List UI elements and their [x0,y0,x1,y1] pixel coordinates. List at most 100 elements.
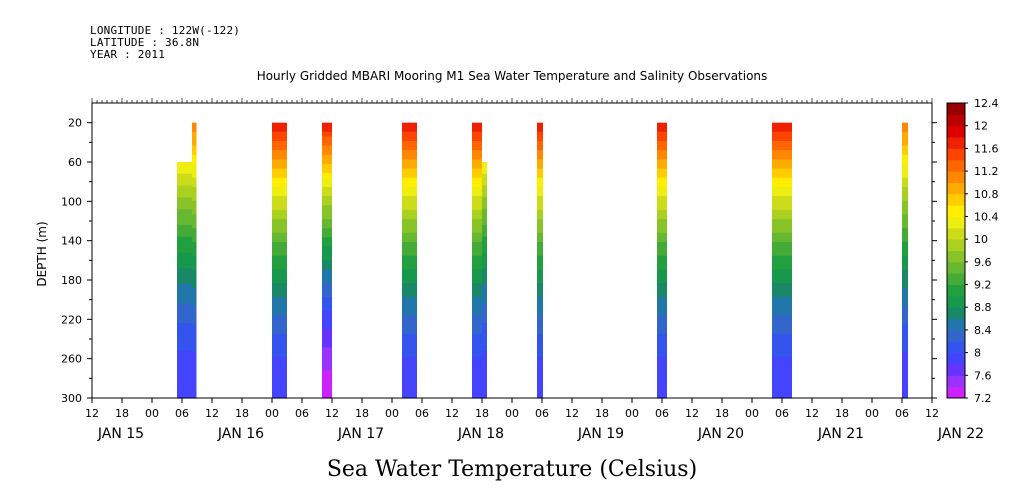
strip-cell [472,205,482,211]
strip-cell [902,315,908,321]
strip-cell [192,163,197,170]
strip-cell [402,347,417,353]
strip-cell [402,214,417,220]
temperature-strip-6 [472,122,482,399]
strip-cell [482,283,487,289]
strip-cell [537,182,543,188]
strip-cell [537,352,543,358]
temperature-strip-9 [657,122,667,399]
strip-cell [402,384,417,390]
strip-cell [482,327,487,332]
strip-cell [482,221,487,226]
strip-cell [902,310,908,316]
strip-cell [322,163,332,170]
strip-cell [772,163,792,170]
strip-cell [472,274,482,280]
strip-cell [192,315,197,321]
strip-cell [272,269,287,275]
strip-cell [772,237,792,243]
x-day-label: JAN 22 [937,426,984,442]
strip-cell [322,237,332,243]
strip-cell [482,240,487,246]
strip-cell [472,356,482,362]
strip-cell [772,232,792,238]
strip-cell [272,370,287,376]
x-hour-label: 18 [355,407,369,420]
strip-cell [402,141,417,147]
strip-cell [482,264,487,269]
strip-cell [272,241,287,248]
strip-cell [272,297,287,303]
strip-cell [537,342,543,349]
x-hour-label: 12 [805,407,819,420]
strip-cell [402,173,417,179]
strip-cell [322,196,332,202]
strip-cell [402,310,417,316]
strip-cell [902,278,908,284]
strip-cell [537,163,543,170]
strip-cell [272,191,287,197]
strip-cell [192,365,197,372]
colorbar-swatch [947,352,965,365]
strip-cell [272,352,287,358]
strip-cell [482,319,487,324]
strip-cell [177,260,192,265]
strip-cell [322,292,332,298]
temperature-strip-7 [482,162,487,399]
strip-cell [537,131,543,138]
strip-cell [402,168,417,174]
strip-cell [902,260,908,266]
strip-cell [537,264,543,271]
strip-cell [472,365,482,372]
strip-cell [657,347,667,353]
strip-cell [272,333,287,339]
strip-cell [402,223,417,229]
strip-cell [192,200,197,206]
strip-cell [537,214,543,220]
strip-cell [537,232,543,238]
strip-cell [192,347,197,353]
x-hour-label: 00 [625,407,639,420]
strip-cell [272,209,287,216]
strip-cell [322,287,332,294]
strip-cell [402,306,417,312]
strip-cell [472,136,482,142]
strip-cell [192,196,197,202]
strip-cell [902,319,908,326]
strip-cell [472,278,482,284]
strip-cell [192,182,197,188]
strip-cell [272,375,287,381]
strip-cell [772,375,792,381]
strip-cell [537,200,543,206]
strip-cell [177,382,192,387]
strip-cell [902,145,908,151]
strip-cell [657,324,667,330]
x-hour-label: 00 [745,407,759,420]
strip-cell [537,324,543,330]
strip-cell [902,205,908,211]
strip-cell [537,241,543,248]
strip-cell [657,352,667,358]
strip-cell [472,352,482,358]
strip-cell [472,232,482,238]
strip-cell [472,342,482,349]
strip-cell [402,287,417,294]
strip-cell [322,278,332,284]
temperature-strip-2 [192,122,197,399]
strip-cell [537,356,543,362]
strip-cell [537,177,543,183]
strip-cell [177,248,192,254]
strip-cell [192,150,197,156]
x-day-label: JAN 19 [577,426,624,442]
x-hour-label: 12 [925,407,939,420]
x-hour-label: 12 [85,407,99,420]
strip-cell [322,342,332,349]
colorbar-swatch [947,250,965,263]
colorbar-swatch [947,375,965,388]
strip-cell [192,173,197,179]
strip-cell [772,191,792,197]
strip-cell [482,394,487,399]
strip-cell [772,228,792,234]
strip-cell [657,297,667,303]
